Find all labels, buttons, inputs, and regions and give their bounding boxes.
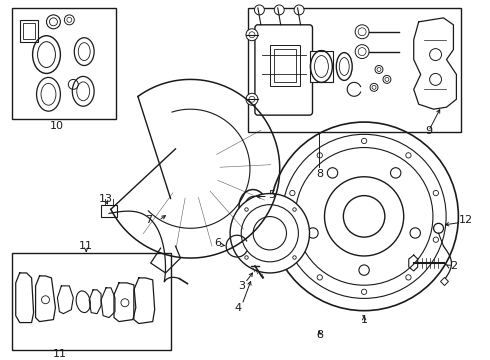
Circle shape xyxy=(317,275,322,280)
Bar xyxy=(20,20,38,42)
Circle shape xyxy=(254,5,264,15)
Text: 5: 5 xyxy=(269,189,275,199)
Circle shape xyxy=(274,5,284,15)
Ellipse shape xyxy=(239,190,267,223)
Text: 8: 8 xyxy=(316,169,323,179)
Text: 7: 7 xyxy=(145,215,152,225)
Circle shape xyxy=(246,93,258,105)
Circle shape xyxy=(355,45,369,59)
Circle shape xyxy=(433,190,439,196)
Text: 3: 3 xyxy=(239,281,245,291)
Circle shape xyxy=(406,153,411,158)
Text: 8: 8 xyxy=(316,330,323,341)
Text: 10: 10 xyxy=(49,121,63,131)
Circle shape xyxy=(308,228,318,238)
Circle shape xyxy=(359,265,369,275)
Text: 13: 13 xyxy=(99,194,113,203)
Circle shape xyxy=(290,237,295,242)
Text: 2: 2 xyxy=(450,261,457,271)
Circle shape xyxy=(327,168,338,178)
Text: 11: 11 xyxy=(52,349,67,359)
Circle shape xyxy=(391,168,401,178)
Circle shape xyxy=(230,194,310,273)
Circle shape xyxy=(324,177,404,256)
Circle shape xyxy=(410,228,420,238)
Bar xyxy=(270,45,299,86)
Bar xyxy=(248,8,462,132)
Text: 12: 12 xyxy=(459,215,473,225)
Bar xyxy=(310,51,333,82)
Circle shape xyxy=(362,138,367,144)
Circle shape xyxy=(355,25,369,39)
Circle shape xyxy=(317,153,322,158)
Circle shape xyxy=(294,5,304,15)
Circle shape xyxy=(246,29,258,41)
Circle shape xyxy=(343,195,385,237)
Text: 4: 4 xyxy=(235,303,242,313)
Bar xyxy=(101,206,117,217)
Text: 11: 11 xyxy=(79,241,93,251)
Bar xyxy=(12,8,116,119)
Bar xyxy=(274,49,295,82)
Bar xyxy=(23,23,35,39)
Circle shape xyxy=(290,190,295,196)
Ellipse shape xyxy=(311,51,332,82)
Circle shape xyxy=(433,237,439,242)
Circle shape xyxy=(362,289,367,294)
Text: 6: 6 xyxy=(215,238,221,248)
Circle shape xyxy=(406,275,411,280)
Bar xyxy=(12,253,171,350)
Text: 1: 1 xyxy=(361,315,368,325)
Text: 9: 9 xyxy=(425,126,432,136)
